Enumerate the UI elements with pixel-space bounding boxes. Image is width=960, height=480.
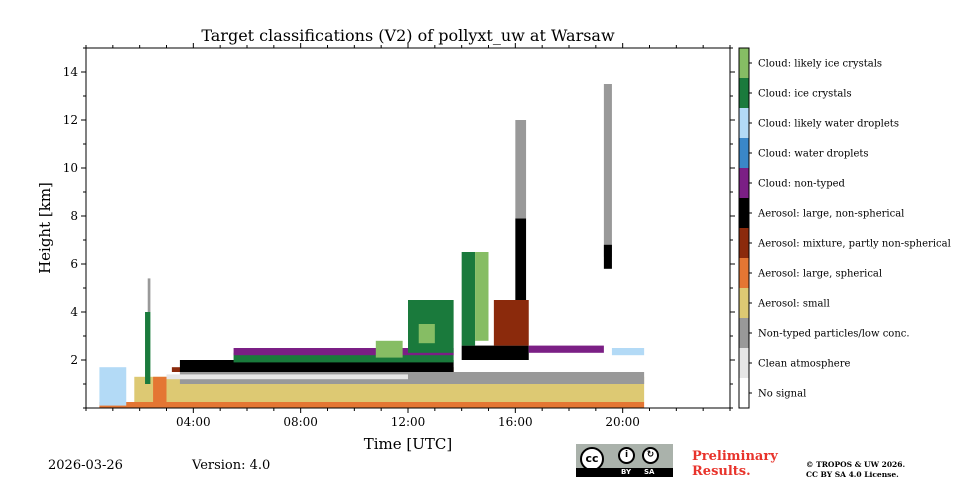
colorbar-swatch-3: [739, 288, 749, 318]
colorbar-label-6: Aerosol: large, non-spherical: [757, 209, 904, 220]
class-region-18: [515, 120, 527, 219]
colorbar-swatch-8: [739, 138, 749, 168]
copyright-note: © TROPOS & UW 2026. CC BY SA 4.0 License…: [806, 460, 905, 480]
colorbar-label-9: Cloud: likely water droplets: [758, 119, 899, 130]
chart-title: Target classifications (V2) of pollyxt_u…: [201, 26, 615, 45]
class-region-9: [375, 340, 403, 358]
colorbar-label-4: Aerosol: large, spherical: [757, 269, 882, 280]
colorbar-swatch-6: [739, 198, 749, 228]
sa-label: SA: [644, 468, 655, 476]
preliminary-results-note: Preliminary Results.: [692, 449, 778, 479]
colorbar-label-7: Cloud: non-typed: [758, 179, 846, 190]
y-axis-label: Height [km]: [36, 182, 54, 274]
cc-license-badge: cc i ↻ BY SA: [576, 444, 673, 477]
x-axis-label: Time [UTC]: [364, 435, 453, 453]
colorbar-label-10: Cloud: ice crystals: [758, 89, 852, 100]
class-region-0: [99, 402, 645, 408]
class-region-14: [461, 252, 476, 346]
class-region-13: [493, 300, 529, 346]
class-region-8: [233, 348, 454, 356]
y-tick-label-6: 14: [63, 65, 79, 79]
class-region-23: [145, 312, 151, 384]
share-alike-icon: ↻: [642, 447, 659, 464]
colorbar-label-2: Non-typed particles/low conc.: [758, 329, 910, 340]
colorbar-swatch-10: [739, 78, 749, 108]
class-region-21: [611, 348, 645, 356]
preliminary-line-1: Preliminary: [692, 449, 778, 464]
plot-area: [99, 84, 645, 408]
colorbar-swatch-1: [739, 348, 749, 378]
class-region-15: [475, 252, 489, 341]
class-region-19: [603, 84, 612, 257]
x-tick-label-0: 04:00: [176, 415, 211, 429]
class-region-12: [461, 345, 529, 360]
y-tick-label-0: 2: [70, 353, 78, 367]
colorbar-swatch-5: [739, 228, 749, 258]
colorbar-swatch-7: [739, 168, 749, 198]
colorbar-label-5: Aerosol: mixture, partly non-spherical: [757, 239, 951, 250]
class-region-24: [147, 278, 151, 312]
class-region-16: [528, 345, 604, 353]
class-region-22: [99, 367, 127, 406]
colorbar-swatch-11: [739, 48, 749, 78]
colorbar-swatch-0: [739, 378, 749, 408]
class-region-3: [166, 374, 408, 380]
x-tick-label-4: 20:00: [605, 415, 640, 429]
y-tick-label-1: 4: [70, 305, 78, 319]
colorbar-label-1: Clean atmosphere: [758, 359, 851, 370]
class-region-11: [418, 324, 435, 344]
colorbar-label-3: Aerosol: small: [757, 299, 830, 310]
version-text: Version: 4.0: [192, 458, 271, 473]
colorbar-label-11: Cloud: likely ice crystals: [758, 59, 882, 70]
by-label: BY: [621, 468, 632, 476]
x-tick-label-2: 12:00: [391, 415, 426, 429]
copyright-line-1: © TROPOS & UW 2026.: [806, 460, 906, 469]
person-icon: i: [618, 447, 635, 464]
colorbar-frame: [738, 47, 750, 409]
colorbar-swatch-9: [739, 108, 749, 138]
y-tick-label-4: 10: [63, 161, 78, 175]
copyright-line-2: CC BY SA 4.0 License.: [806, 470, 899, 479]
measurement-date: 2026-03-26: [48, 458, 123, 473]
class-region-4: [153, 376, 167, 404]
y-tick-label-2: 6: [70, 257, 78, 271]
axes: 04:00 08:00 12:00 16:00 20:00 2 4 6 8 10 12 14: [63, 43, 735, 429]
class-region-17: [515, 218, 527, 300]
colorbar-swatch-2: [739, 318, 749, 348]
y-tick-label-3: 8: [70, 209, 78, 223]
class-region-6: [179, 360, 454, 372]
colorbar-swatch-4: [739, 258, 749, 288]
colorbar-legend: No signal Clean atmosphere Non-typed parti…: [738, 47, 951, 409]
class-region-20: [603, 244, 612, 269]
colorbar-label-0: No signal: [758, 389, 806, 400]
colorbar-label-8: Cloud: water droplets: [758, 149, 869, 160]
x-tick-label-3: 16:00: [498, 415, 533, 429]
class-region-7: [233, 352, 454, 363]
x-tick-label-1: 08:00: [283, 415, 318, 429]
preliminary-line-2: Results.: [692, 464, 751, 479]
y-tick-label-5: 12: [63, 113, 78, 127]
